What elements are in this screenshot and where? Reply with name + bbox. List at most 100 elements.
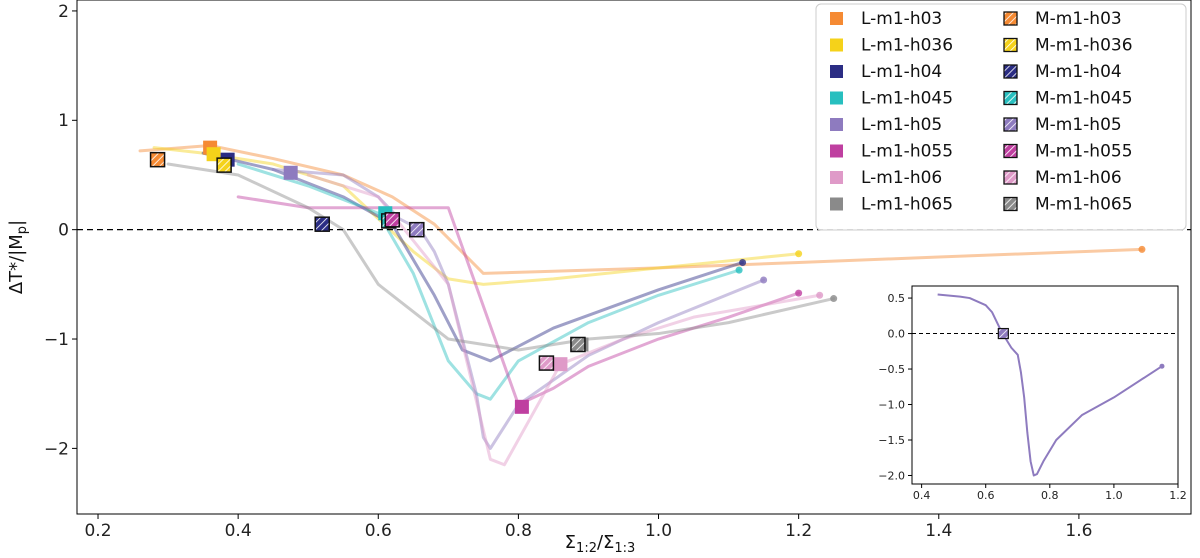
x-tick-label: 1.6 <box>1065 521 1092 541</box>
inset-axes: 0.4 0.6 0.8 1.0 1.2 0.5 0.0 −0.5 −1.0 −1.5 −2.0 <box>878 292 1186 502</box>
marker-hatch-m-m1-h06 <box>538 355 555 371</box>
legend-swatch-l-m1-h05 <box>830 118 843 131</box>
legend-swatch-l-m1-h045 <box>830 91 843 105</box>
inset-x-tick-label: 1.2 <box>1169 489 1187 502</box>
y-tick-label: −1 <box>44 330 69 350</box>
legend-label-l-m1-h036: L-m1-h036 <box>861 36 953 56</box>
legend-swatch-l-m1-h03 <box>830 12 843 25</box>
series-line-l-m1-h055 <box>236 195 801 407</box>
series-line-l-m1-h06 <box>306 173 822 467</box>
marker-l-m1-h05 <box>283 165 298 180</box>
legend-swatch-hatch-m-m1-h045 <box>1003 90 1018 106</box>
legend-swatch-hatch-m-m1-h06 <box>1003 170 1018 185</box>
x-tick-label: 1.4 <box>925 521 952 541</box>
legend-swatch-l-m1-h06 <box>830 171 843 184</box>
legend-label-l-m1-h04: L-m1-h04 <box>861 62 942 82</box>
y-tick-label: 2 <box>58 2 69 22</box>
legend-swatch-l-m1-h065 <box>830 197 843 211</box>
legend-label-m-m1-h036: M-m1-h036 <box>1035 36 1133 56</box>
inset-x-tick-label: 0.8 <box>1041 489 1059 502</box>
legend-label-m-m1-h03: M-m1-h03 <box>1035 9 1122 29</box>
legend-swatch-hatch-m-m1-h05 <box>1003 117 1018 132</box>
marker-m-m1-h036 <box>216 157 232 173</box>
legend-label-l-m1-h05: L-m1-h05 <box>861 115 942 135</box>
inset-marker-hatch-l-m1-h05 <box>997 327 1009 340</box>
legend-swatch-hatch-m-m1-h065 <box>1003 196 1018 212</box>
inset-x-tick-label: 1.0 <box>1105 489 1123 502</box>
marker-m-m1-h05 <box>409 221 425 238</box>
marker-hatch-m-m1-h055 <box>384 212 401 228</box>
inset-y-tick-label: −1.5 <box>878 434 905 447</box>
inset-x-tick-label: 0.4 <box>913 489 931 502</box>
legend-label-l-m1-h045: L-m1-h045 <box>861 89 953 109</box>
inset-y-tick-label: −2.0 <box>878 469 905 482</box>
marker-hatch-m-m1-h04 <box>314 216 330 232</box>
legend-swatch-hatch-m-m1-h036 <box>1003 37 1018 53</box>
legend-swatch-l-m1-h036 <box>830 38 843 52</box>
y-tick-label: 1 <box>58 111 69 131</box>
series-end-point-l-m1-h05 <box>760 276 768 284</box>
series-end-point-l-m1-h055 <box>795 289 803 297</box>
series-end-point-l-m1-h06 <box>816 291 824 299</box>
marker-l-m1-h055 <box>514 399 529 414</box>
series-line-l-m1-h05 <box>271 168 766 450</box>
inset-plot-frame <box>911 285 1179 485</box>
legend-label-m-m1-h045: M-m1-h045 <box>1035 89 1133 109</box>
main-markers <box>149 140 589 414</box>
legend-swatch-hatch-m-m1-h03 <box>1003 11 1018 26</box>
series-end-point-l-m1-h045 <box>735 266 743 274</box>
y-tick-label: 0 <box>58 221 69 241</box>
legend-label-l-m1-h06: L-m1-h06 <box>861 168 942 188</box>
legend-label-m-m1-h065: M-m1-h065 <box>1035 195 1133 215</box>
legend-swatch-hatch-m-m1-h055 <box>1003 143 1018 159</box>
legend-swatch-l-m1-h055 <box>830 144 843 158</box>
legend-label-l-m1-h065: L-m1-h065 <box>861 195 953 215</box>
marker-l-m1-h06 <box>553 357 568 372</box>
inset-y-tick-label: 0.5 <box>888 292 906 305</box>
y-tick-label: −2 <box>44 439 69 459</box>
x-tick-label: 0.8 <box>505 521 532 541</box>
marker-m-m1-h03 <box>149 151 166 168</box>
legend-label-l-m1-h055: L-m1-h055 <box>861 142 953 162</box>
marker-hatch-m-m1-h05 <box>409 221 425 238</box>
x-tick-label: 0.2 <box>84 521 111 541</box>
legend-swatch-l-m1-h04 <box>830 65 843 78</box>
series-end-point-l-m1-h065 <box>830 295 838 303</box>
inset-markers <box>997 327 1009 340</box>
inset-marker-l-m1-h05 <box>997 327 1009 340</box>
marker-hatch-m-m1-h065 <box>570 336 586 353</box>
legend-label-m-m1-h04: M-m1-h04 <box>1035 62 1122 82</box>
x-tick-label: 0.6 <box>365 521 392 541</box>
inset-series-end-point-l-m1-h05 <box>1159 363 1165 369</box>
marker-m-m1-h055 <box>384 212 401 228</box>
x-tick-label: 1.2 <box>785 521 812 541</box>
inset-y-tick-label: −1.0 <box>878 398 905 411</box>
inset-y-tick-label: −0.5 <box>878 363 905 376</box>
marker-hatch-m-m1-h03 <box>149 151 166 168</box>
x-tick-label: 0.4 <box>225 521 252 541</box>
series-end-point-l-m1-h036 <box>795 250 803 258</box>
inset-series-line-l-m1-h05 <box>937 293 1163 477</box>
series-line-l-m1-h036 <box>152 146 801 286</box>
series-end-point-l-m1-h04 <box>739 258 747 266</box>
main-plot-frame <box>76 0 1192 515</box>
marker-hatch-m-m1-h036 <box>216 157 232 173</box>
main-axes: 0.2 0.4 0.6 0.8 1.0 1.2 1.4 1.6 −2 −1 0 1 2 <box>44 2 1092 541</box>
legend-swatch-hatch-m-m1-h04 <box>1003 64 1018 79</box>
series-line-l-m1-h04 <box>201 151 745 363</box>
legend-label-m-m1-h05: M-m1-h05 <box>1035 115 1122 135</box>
inset-series-lines <box>937 293 1165 477</box>
marker-m-m1-h065 <box>570 336 586 353</box>
series-end-point-l-m1-h03 <box>1138 245 1146 253</box>
marker-m-m1-h06 <box>538 355 555 371</box>
x-tick-label: 1.0 <box>645 521 672 541</box>
series-line-l-m1-h045 <box>236 162 741 401</box>
x-axis-label: Σ1:2/Σ1:3 <box>565 532 636 556</box>
marker-m-m1-h04 <box>314 216 330 232</box>
inset-x-tick-label: 0.6 <box>977 489 995 502</box>
legend: L-m1-h03 L-m1-h036 L-m1-h04 L-m1-h045 L-m1-h… <box>815 3 1187 231</box>
inset-y-tick-label: 0.0 <box>888 327 906 340</box>
inset-chart: 0.4 0.6 0.8 1.0 1.2 0.5 0.0 −0.5 −1.0 −1.5 −2.0 <box>878 285 1187 502</box>
legend-label-l-m1-h03: L-m1-h03 <box>861 9 942 29</box>
